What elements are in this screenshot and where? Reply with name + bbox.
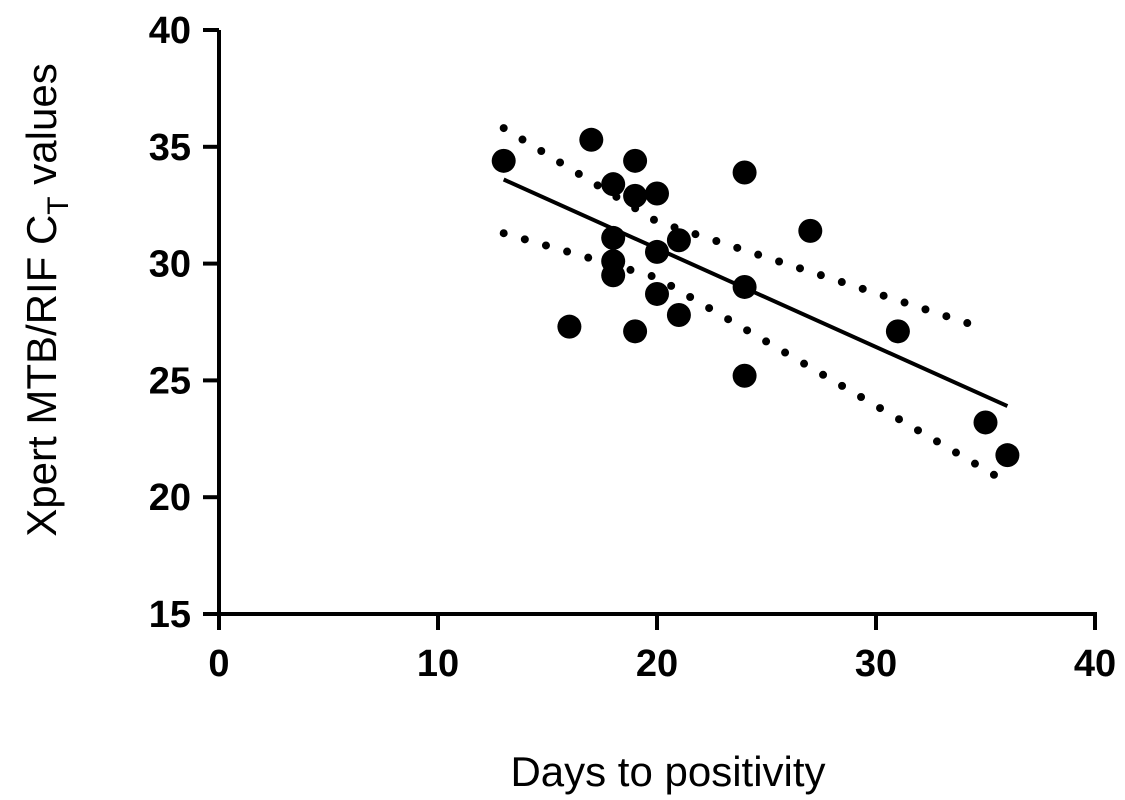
regression-line — [502, 177, 1009, 408]
y-tick-label: 15 — [149, 594, 191, 636]
data-point — [579, 127, 604, 152]
y-tick-label: 30 — [149, 244, 191, 286]
y-axis-title-suffix: values — [18, 63, 65, 196]
data-point — [645, 239, 669, 264]
x-tick-label: 10 — [417, 643, 459, 685]
y-tick-label: 35 — [149, 127, 191, 169]
data-point — [557, 314, 582, 339]
data-point — [645, 281, 669, 306]
x-tick-label: 40 — [1074, 643, 1116, 685]
y-axis-title: Xpert MTB/RIF CT values — [18, 63, 75, 536]
data-point — [666, 302, 691, 327]
y-tick-label: 20 — [149, 477, 191, 519]
axis-ticks: 0 10 20 30 40 15 20 25 30 35 40 — [149, 10, 1116, 685]
x-tick-label: 20 — [636, 643, 678, 685]
x-tick-label: 0 — [208, 643, 229, 685]
data-point — [623, 183, 648, 208]
plot-area — [491, 124, 1020, 481]
data-point — [885, 319, 910, 344]
data-point — [601, 225, 626, 250]
data-point — [623, 148, 648, 173]
data-point — [732, 363, 757, 388]
y-axis-title-subscript: T — [42, 196, 75, 214]
data-point — [601, 263, 626, 288]
data-point — [623, 319, 648, 344]
y-axis-title-main: Xpert MTB/RIF C — [18, 215, 65, 537]
x-tick-label: 30 — [855, 643, 897, 685]
data-point — [491, 148, 516, 173]
data-point — [645, 181, 669, 206]
data-point — [732, 160, 757, 185]
y-tick-label: 25 — [149, 360, 191, 402]
confidence-band-upper — [499, 124, 990, 333]
data-point — [732, 274, 757, 299]
data-point — [601, 172, 626, 197]
data-point — [798, 218, 823, 243]
data-point — [995, 443, 1020, 468]
x-axis-title: Days to positivity — [510, 748, 825, 795]
data-point — [666, 228, 691, 253]
data-point — [973, 410, 998, 435]
y-tick-label: 40 — [149, 10, 191, 52]
confidence-band-lower — [499, 229, 1001, 481]
